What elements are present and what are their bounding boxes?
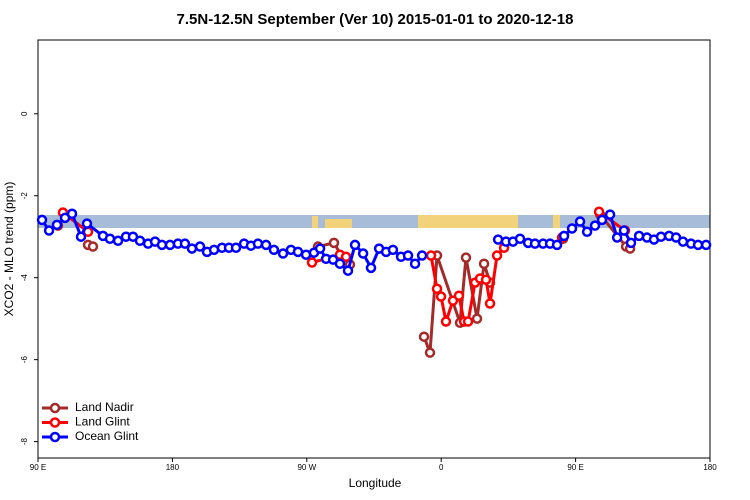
data-point — [416, 250, 428, 261]
land-band — [325, 219, 352, 228]
data-point — [425, 250, 437, 261]
x-tick-label: 0 — [439, 463, 444, 472]
data-point — [471, 313, 483, 324]
data-point — [260, 239, 272, 251]
legend-label: Land Nadir — [75, 400, 134, 414]
data-point — [581, 226, 593, 238]
data-point — [268, 244, 280, 256]
y-tick-label: -8 — [20, 438, 29, 446]
legend-marker — [49, 402, 61, 414]
legend-label: Ocean Glint — [75, 429, 139, 443]
data-point — [574, 216, 586, 227]
data-point — [478, 258, 490, 270]
data-point — [112, 235, 124, 247]
data-point — [558, 230, 570, 242]
land-ocean-band — [38, 215, 710, 228]
plot-frame — [37, 39, 711, 459]
y-tick-label: -4 — [20, 274, 29, 282]
y-tick-label: -2 — [20, 192, 29, 200]
data-point — [75, 231, 87, 242]
data-point — [314, 243, 326, 254]
ocean-band — [38, 215, 710, 228]
data-point — [342, 265, 354, 276]
data-point — [440, 316, 452, 327]
data-point — [104, 233, 116, 245]
data-point — [328, 237, 340, 249]
y-axis-label: XCO2 - MLO trend (ppm) — [2, 182, 16, 317]
data-point — [179, 238, 191, 249]
data-point — [340, 251, 352, 263]
data-point — [593, 206, 605, 217]
data-point — [611, 232, 623, 243]
data-point — [134, 235, 146, 247]
data-point — [194, 241, 206, 252]
x-tick-label: 90 W — [297, 463, 316, 472]
series-line — [422, 255, 492, 354]
data-point — [51, 219, 63, 231]
data-point — [462, 316, 474, 327]
data-point — [655, 231, 667, 242]
data-point — [551, 239, 563, 251]
data-point — [402, 250, 414, 261]
data-point — [625, 237, 637, 249]
data-point — [349, 239, 361, 251]
data-point — [365, 262, 377, 274]
y-tick-label: -6 — [20, 356, 29, 364]
data-point — [514, 233, 526, 245]
y-tick-label: 0 — [20, 111, 29, 116]
legend-marker — [49, 417, 61, 428]
data-point — [387, 244, 399, 256]
data-point — [491, 250, 503, 261]
data-point — [484, 298, 496, 309]
data-point — [692, 239, 704, 251]
land-band — [312, 216, 318, 228]
data-point — [700, 239, 712, 251]
data-point — [589, 220, 601, 231]
x-tick-label: 90 E — [567, 463, 583, 472]
land-band — [553, 215, 560, 228]
data-point — [418, 331, 430, 342]
data-point — [252, 238, 264, 249]
data-point — [357, 248, 369, 259]
x-tick-label: 180 — [166, 463, 180, 472]
data-point — [677, 236, 689, 247]
data-point — [596, 214, 608, 226]
x-tick-label: 180 — [703, 463, 717, 472]
data-point — [618, 225, 630, 236]
legend-marker — [49, 431, 61, 443]
data-point — [424, 347, 436, 358]
data-point — [453, 290, 465, 301]
data-point — [43, 225, 55, 236]
data-point — [156, 239, 168, 251]
data-point — [292, 246, 304, 258]
data-point — [529, 238, 541, 249]
data-point — [566, 223, 578, 234]
chart-title: 7.5N-12.5N September (Ver 10) 2015-01-01… — [177, 11, 574, 28]
data-point — [334, 258, 346, 270]
data-point — [230, 242, 242, 254]
data-point — [277, 248, 289, 259]
x-axis-label: Longitude — [349, 476, 402, 490]
x-tick-label: 90 E — [30, 463, 46, 472]
data-point — [306, 257, 318, 268]
data-point — [604, 209, 616, 220]
data-point — [435, 291, 447, 302]
data-point — [87, 241, 99, 252]
data-point — [36, 214, 48, 226]
data-point — [186, 243, 198, 254]
data-point — [164, 239, 176, 251]
data-point — [480, 274, 492, 285]
data-point — [66, 208, 78, 220]
legend-label: Land Glint — [75, 415, 130, 429]
land-band — [418, 215, 518, 228]
data-point — [431, 283, 443, 295]
data-point — [460, 252, 472, 263]
data-point — [409, 258, 421, 270]
data-point — [81, 218, 93, 229]
